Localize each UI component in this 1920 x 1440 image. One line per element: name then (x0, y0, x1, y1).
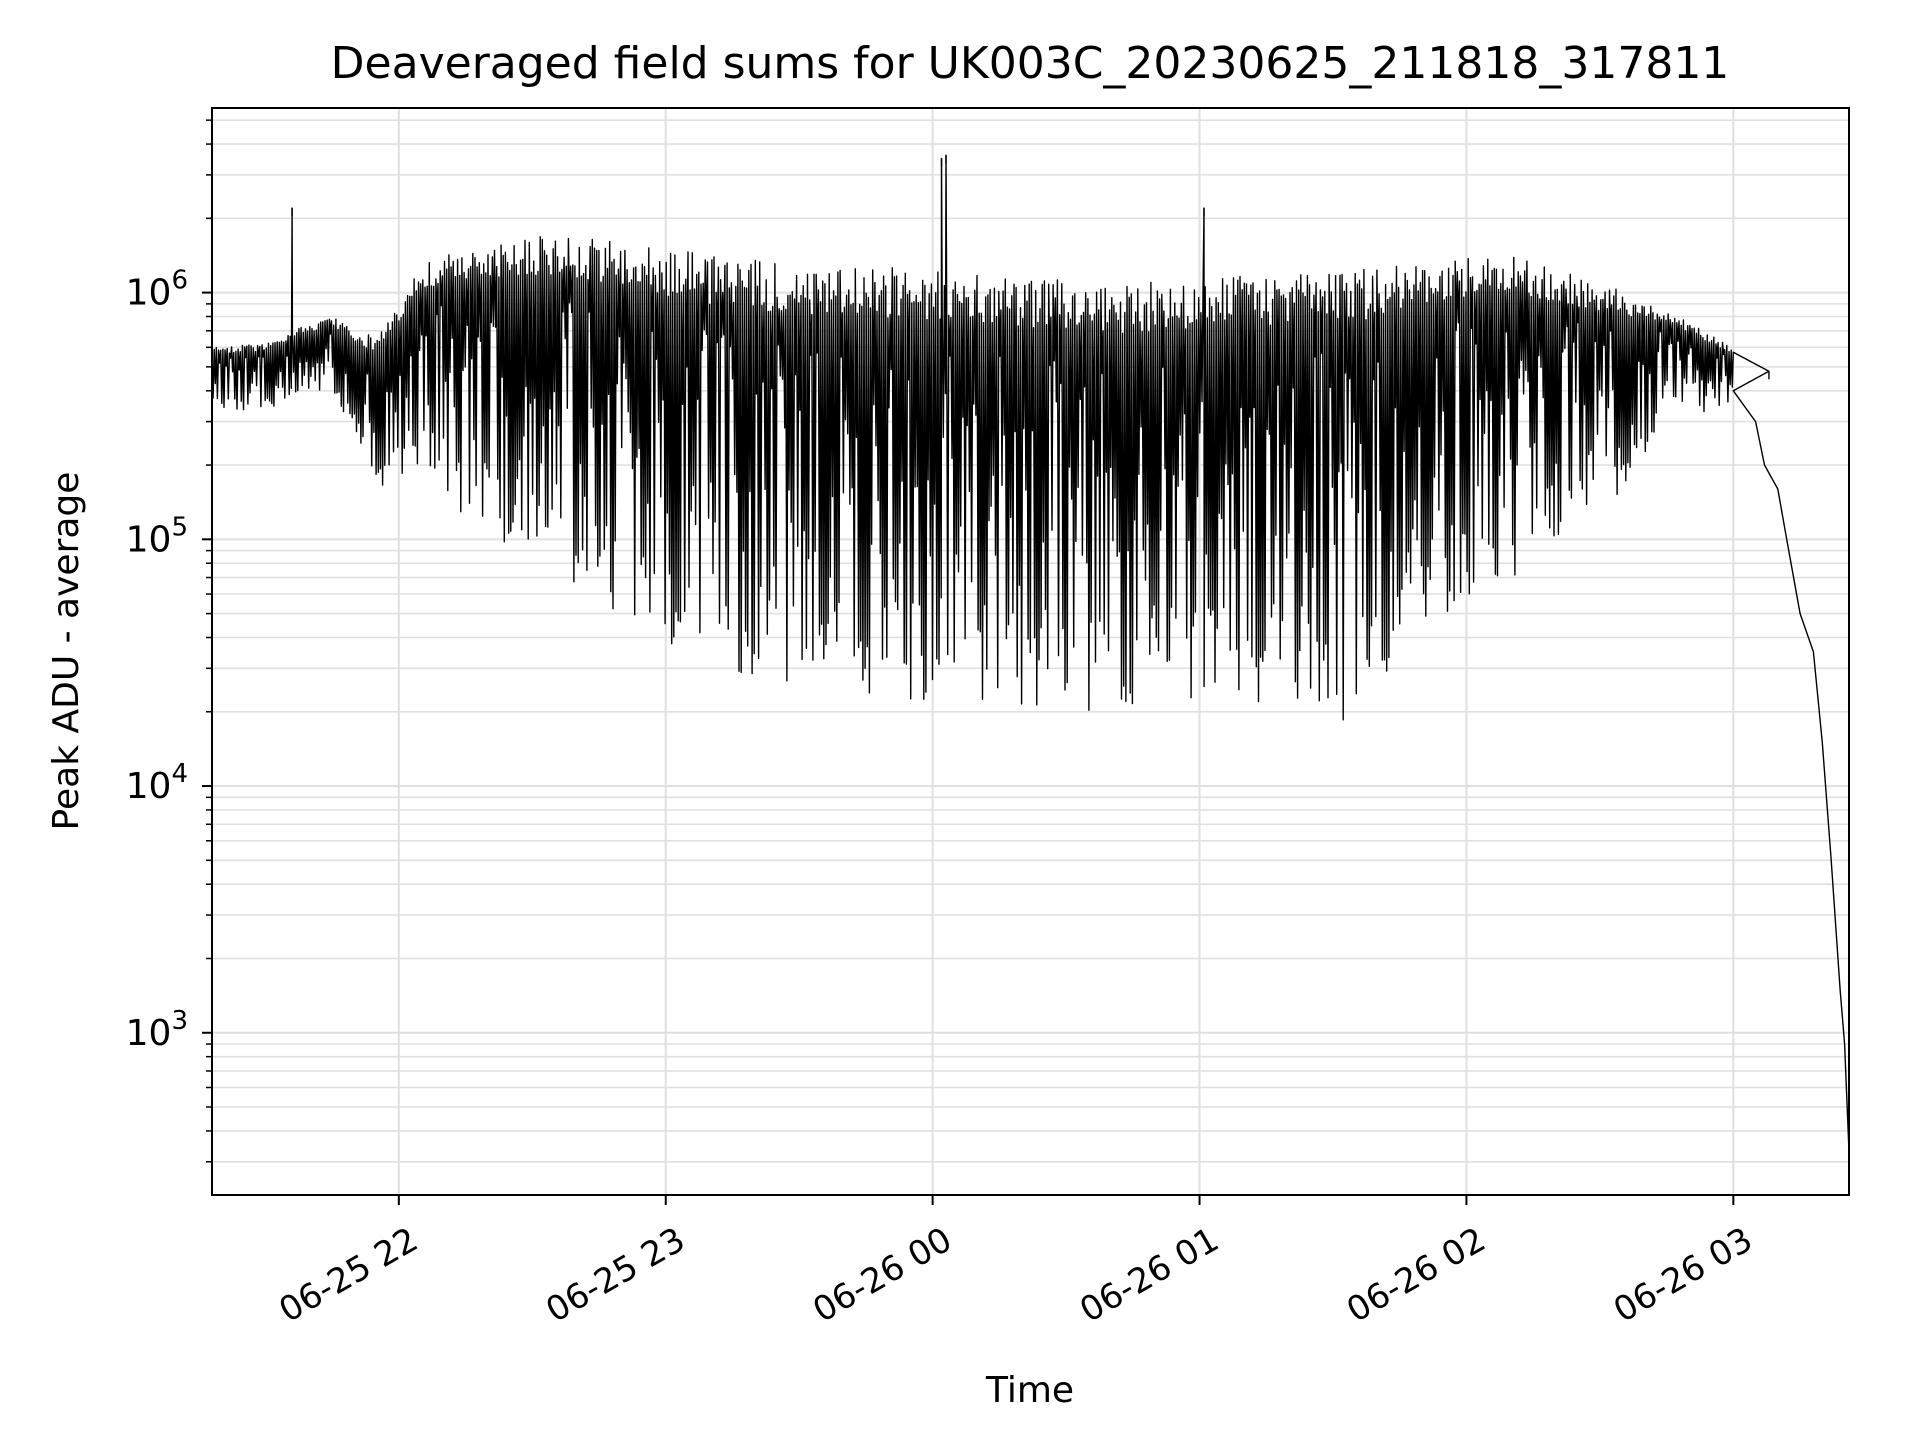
series-line (211, 154, 1850, 1152)
series-path (211, 154, 1850, 1152)
y-tick-label: 104 (126, 759, 188, 807)
y-axis-label: Peak ADU - average (46, 472, 87, 831)
plot-area-frame (211, 107, 1850, 1196)
chart-title: Deaveraged field sums for UK003C_2023062… (331, 38, 1730, 89)
y-axis: 103 104 105 106 (126, 119, 212, 1163)
y-tick-label: 105 (126, 512, 188, 560)
x-axis-label: Time (985, 1370, 1074, 1411)
y-tick-label: 106 (126, 266, 188, 314)
y-tick-label: 103 (126, 1006, 188, 1054)
